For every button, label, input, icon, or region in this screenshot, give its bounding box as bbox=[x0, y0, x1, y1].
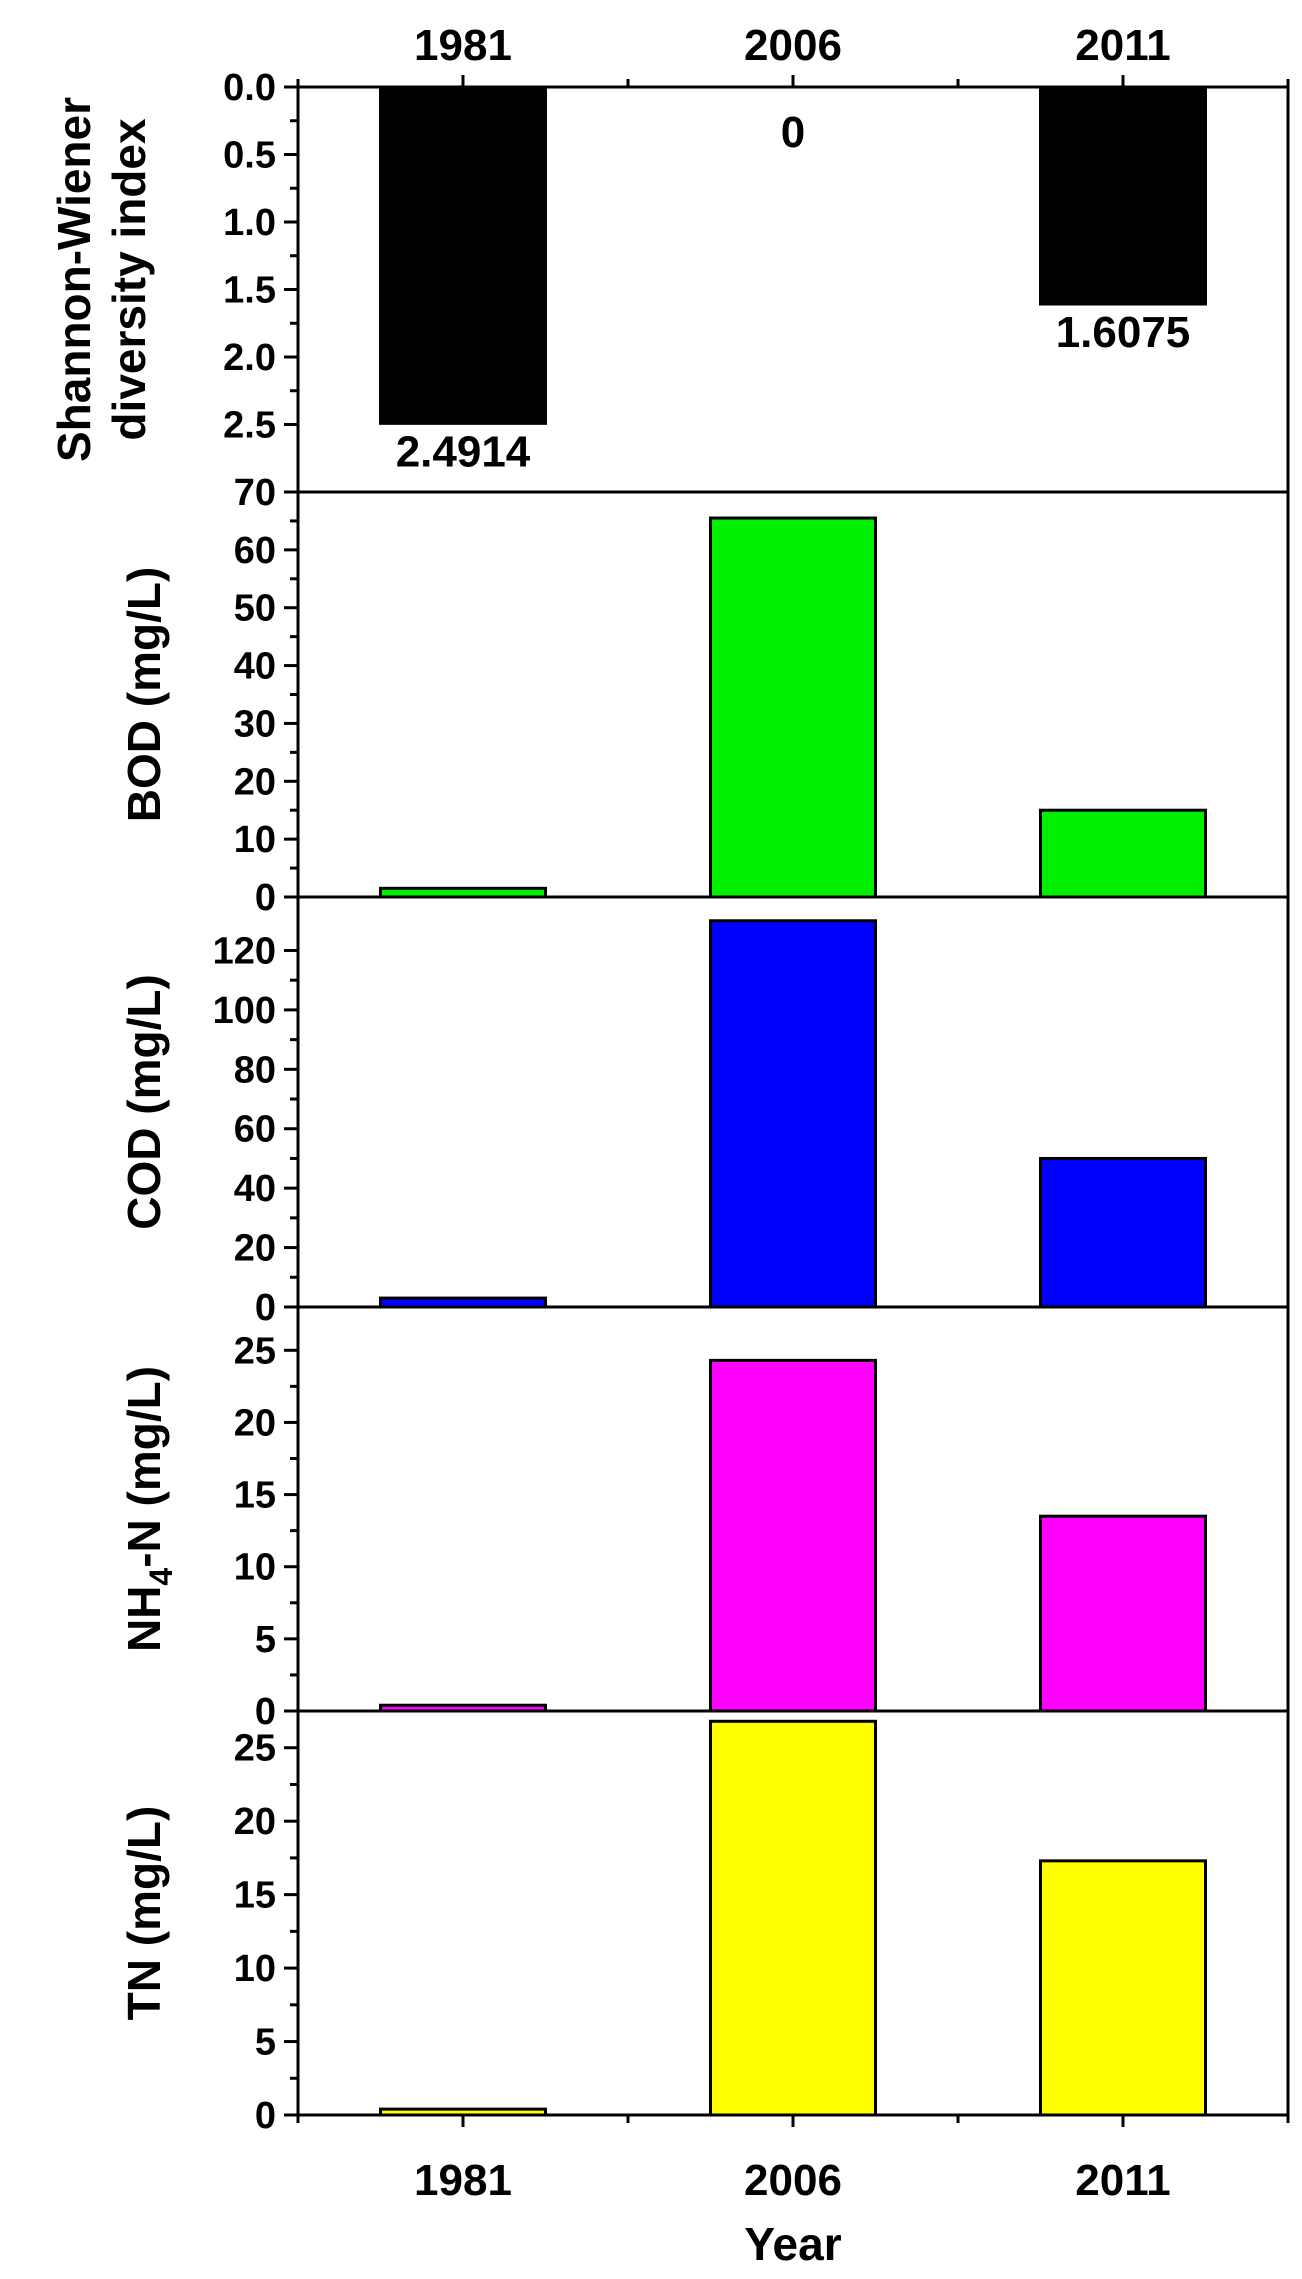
y-tick-label-bod: 40 bbox=[234, 646, 276, 688]
y-tick-label-tn: 15 bbox=[234, 1875, 276, 1917]
y-tick-label-nh4n: 15 bbox=[234, 1475, 276, 1517]
chart-panels: 2.4914 0 1.6075 0.0 0.5 1.0 1.5 2.0 2.5 Shannon-W… bbox=[48, 67, 1290, 2137]
y-tick-label-cod: 120 bbox=[213, 930, 276, 972]
y-axis-label-nh4n: NH4-N (mg/L) bbox=[118, 1366, 179, 1652]
bar-nh4n-2006 bbox=[709, 1358, 877, 1713]
y-tick-label-shannon: 1.5 bbox=[223, 270, 276, 312]
bottom-year-label-2006: 2006 bbox=[744, 2156, 842, 2205]
y-tick-label-cod: 20 bbox=[234, 1228, 276, 1270]
y-tick-label-bod: 0 bbox=[255, 877, 276, 919]
bottom-year-label-1981: 1981 bbox=[414, 2156, 512, 2205]
data-label-2011: 1.6075 bbox=[1056, 308, 1191, 357]
y-axis-label-shannon-line1: Shannon-Wiener bbox=[48, 97, 100, 462]
bar-bod-2006 bbox=[709, 516, 877, 899]
bar-cod-2006 bbox=[709, 919, 877, 1309]
y-tick-label-shannon: 0.5 bbox=[223, 135, 276, 177]
y-axis-label-bod: BOD (mg/L) bbox=[118, 567, 170, 823]
y-tick-label-shannon: 1.0 bbox=[223, 202, 276, 244]
panel-cod: 0 20 40 60 80 100 120 COD (mg/L) bbox=[118, 895, 1290, 1329]
y-tick-label-shannon: 0.0 bbox=[223, 67, 276, 109]
panel-tn: 0 5 10 15 20 25 TN (mg/L) bbox=[118, 1709, 1290, 2137]
y-tick-label-tn: 0 bbox=[255, 2095, 276, 2137]
data-label-1981: 2.4914 bbox=[396, 427, 531, 476]
panel-nh4n: 0 5 10 15 20 25 NH4-N (mg/L) bbox=[118, 1305, 1290, 1733]
y-axis-label-tn: TN (mg/L) bbox=[118, 1806, 170, 2021]
y-tick-label-nh4n: 0 bbox=[255, 1691, 276, 1733]
y-tick-label-tn: 20 bbox=[234, 1801, 276, 1843]
y-tick-label-shannon: 2.0 bbox=[223, 337, 276, 379]
y-axis-label-cod: COD (mg/L) bbox=[118, 974, 170, 1230]
y-tick-label-cod: 40 bbox=[234, 1168, 276, 1210]
bar-shannon-1981 bbox=[379, 85, 547, 425]
panel-shannon: 2.4914 0 1.6075 0.0 0.5 1.0 1.5 2.0 2.5 Shannon-W… bbox=[48, 67, 1290, 494]
y-tick-label-nh4n: 25 bbox=[234, 1330, 276, 1372]
y-tick-label-tn: 5 bbox=[255, 2022, 276, 2064]
panel-bod: 0 10 20 30 40 50 60 70 BOD (mg/L) bbox=[118, 472, 1290, 919]
top-year-label-2011: 2011 bbox=[1075, 21, 1170, 70]
bar-nh4n-2011 bbox=[1039, 1514, 1207, 1713]
y-tick-label-nh4n: 10 bbox=[234, 1547, 276, 1589]
y-tick-label-cod: 60 bbox=[234, 1109, 276, 1151]
y-tick-label-tn: 25 bbox=[234, 1728, 276, 1770]
y-tick-label-bod: 60 bbox=[234, 530, 276, 572]
bar-bod-2011 bbox=[1039, 808, 1207, 899]
bar-cod-2011 bbox=[1039, 1156, 1207, 1309]
y-tick-label-nh4n: 5 bbox=[255, 1619, 276, 1661]
y-tick-label-bod: 70 bbox=[234, 472, 276, 514]
x-axis-label: Year bbox=[744, 2218, 841, 2270]
y-tick-label-bod: 50 bbox=[234, 588, 276, 630]
bar-tn-2006 bbox=[709, 1719, 877, 2117]
y-axis-label-shannon-line2: diversity index bbox=[103, 118, 155, 441]
bottom-year-labels: 1981 2006 2011 bbox=[296, 2115, 1290, 2205]
y-tick-label-bod: 10 bbox=[234, 819, 276, 861]
top-year-label-2006: 2006 bbox=[744, 21, 842, 70]
top-year-label-1981: 1981 bbox=[414, 21, 512, 70]
y-tick-label-bod: 20 bbox=[234, 761, 276, 803]
y-tick-label-cod: 0 bbox=[255, 1287, 276, 1329]
y-tick-label-bod: 30 bbox=[234, 703, 276, 745]
y-tick-label-nh4n: 20 bbox=[234, 1402, 276, 1444]
data-label-2006: 0 bbox=[781, 108, 805, 157]
bar-tn-2011 bbox=[1039, 1859, 1207, 2117]
y-tick-label-cod: 100 bbox=[213, 990, 276, 1032]
y-tick-label-cod: 80 bbox=[234, 1049, 276, 1091]
top-year-labels: 1981 2006 2011 bbox=[296, 21, 1290, 87]
bar-shannon-2011 bbox=[1039, 85, 1207, 306]
y-tick-label-tn: 10 bbox=[234, 1948, 276, 1990]
bottom-year-label-2011: 2011 bbox=[1075, 2156, 1170, 2205]
y-tick-label-shannon: 2.5 bbox=[223, 405, 276, 447]
